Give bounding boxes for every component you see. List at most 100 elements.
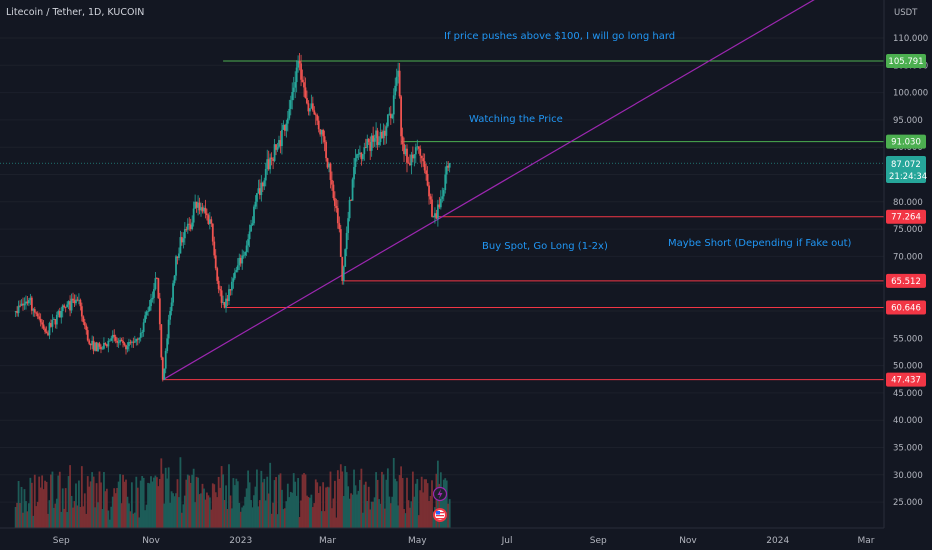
- lightning-icon[interactable]: [432, 486, 448, 502]
- volume-bar: [213, 484, 216, 528]
- us-flag-icon[interactable]: [433, 508, 447, 522]
- candle-body: [419, 148, 422, 156]
- candle-body: [331, 179, 333, 185]
- volume-bar: [245, 488, 248, 528]
- volume-bar: [47, 513, 49, 528]
- volume-bar: [98, 471, 101, 528]
- candle-body: [223, 302, 226, 308]
- volume-bar: [342, 496, 345, 528]
- candle-body: [336, 208, 339, 224]
- volume-bar: [107, 510, 110, 528]
- candle-body: [104, 342, 107, 345]
- volume-bar: [44, 480, 46, 528]
- volume-bar: [210, 509, 213, 528]
- volume-bar: [225, 485, 227, 528]
- candle-body: [36, 313, 39, 317]
- volume-bar: [432, 511, 435, 528]
- annotation-maybe-short[interactable]: Maybe Short (Depending if Fake out): [668, 238, 852, 249]
- candle-body: [317, 120, 320, 130]
- horizontal-levels[interactable]: [0, 60, 884, 381]
- annotation-buy-spot[interactable]: Buy Spot, Go Long (1-2x): [482, 241, 608, 252]
- candle-body: [141, 331, 144, 333]
- volume-bar: [48, 500, 51, 528]
- candle-body: [385, 126, 388, 136]
- candle-body: [67, 301, 70, 305]
- candle-body: [361, 154, 364, 160]
- candle-body: [19, 305, 21, 307]
- candle-body: [401, 136, 404, 145]
- price-tick-label: 25.000: [893, 498, 923, 508]
- candle-body: [378, 142, 380, 145]
- volume-bar: [122, 474, 124, 528]
- volume-bar: [442, 479, 445, 528]
- candle-body: [78, 299, 80, 301]
- chart-title: Litecoin / Tether, 1D, KUCOIN: [6, 7, 144, 18]
- candle-body: [226, 298, 229, 302]
- candle-body: [272, 158, 275, 161]
- volume-bar: [316, 482, 319, 528]
- volume-bar: [138, 517, 141, 528]
- candle-body: [33, 309, 36, 313]
- candle-body: [314, 114, 317, 116]
- volume-bar: [61, 488, 64, 528]
- candle-body: [42, 324, 45, 329]
- volume-bar: [435, 473, 438, 528]
- candle-body: [197, 202, 199, 208]
- candle-body: [288, 108, 291, 119]
- volume-bar: [247, 470, 249, 528]
- candle-body: [432, 216, 435, 218]
- volume-bar: [329, 471, 332, 528]
- candle-body: [264, 169, 267, 181]
- candle-body: [311, 103, 314, 111]
- volume-bar: [186, 474, 189, 528]
- volume-bar: [283, 508, 286, 528]
- volume-bar: [238, 502, 241, 528]
- candle-body: [425, 170, 428, 174]
- volume-bar: [261, 482, 264, 528]
- candle-body: [69, 301, 71, 311]
- candle-body: [323, 136, 326, 142]
- candle-body: [194, 201, 197, 209]
- candle-body: [183, 229, 186, 239]
- candle-body: [244, 251, 247, 256]
- candle-body: [360, 152, 363, 160]
- candle-body: [276, 147, 279, 150]
- volume-bar: [208, 497, 211, 528]
- volume-bar: [258, 500, 261, 528]
- level-tag-label: 65.512: [891, 277, 921, 287]
- volume-bar: [278, 474, 280, 528]
- candle-body: [80, 306, 83, 317]
- level-tag-label: 91.030: [891, 138, 921, 148]
- volume-bar: [401, 478, 404, 528]
- candle-body: [189, 224, 192, 230]
- candle-body: [341, 256, 344, 281]
- candle-body: [384, 130, 386, 136]
- volume-bar: [26, 511, 29, 528]
- candle-body: [448, 163, 451, 168]
- candle-body: [348, 200, 351, 219]
- volume-bar: [114, 493, 117, 528]
- candle-body: [108, 340, 111, 342]
- volume-bar: [178, 497, 180, 528]
- time-axis[interactable]: Sep Nov 2023 Mar May Jul Sep Nov 2024 Mar: [53, 536, 875, 546]
- volume-bar: [157, 486, 160, 528]
- volume-bar: [239, 511, 242, 528]
- ascending-trendline[interactable]: [162, 0, 824, 381]
- volume-bar: [223, 500, 226, 528]
- candle-body: [188, 223, 191, 225]
- candle-body: [130, 341, 133, 343]
- trendline-group[interactable]: [162, 0, 824, 381]
- candle-body: [191, 222, 194, 230]
- annotation-watching-price[interactable]: Watching the Price: [469, 114, 563, 125]
- volume-bar: [201, 483, 204, 528]
- volume-bar: [416, 479, 419, 528]
- volume-bar: [35, 506, 38, 528]
- volume-bar: [244, 496, 247, 528]
- annotation-long-above-100[interactable]: If price pushes above $100, I will go lo…: [444, 31, 675, 42]
- candle-body: [273, 144, 276, 161]
- candle-body: [16, 311, 19, 314]
- candle-body: [354, 158, 357, 167]
- candle-body: [400, 96, 403, 137]
- candle-body: [347, 218, 350, 233]
